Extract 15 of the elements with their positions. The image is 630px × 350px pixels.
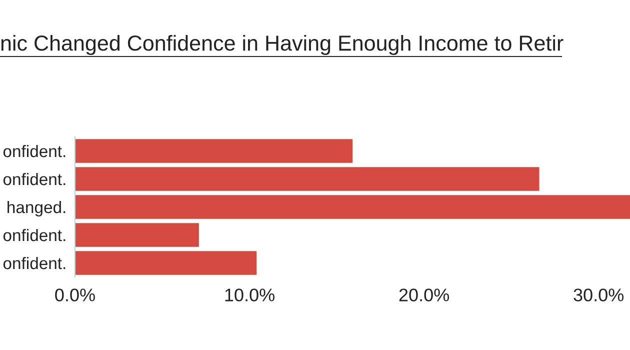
y-tick-label: onfident. [3, 228, 66, 242]
bar [75, 167, 540, 191]
x-tick-label: 20.0% [399, 288, 450, 302]
x-tick-label: 0.0% [55, 288, 95, 302]
y-tick-label: onfident. [3, 144, 66, 158]
bar [75, 195, 630, 219]
y-tick-label: onfident. [3, 256, 66, 270]
y-tick-label: hanged. [8, 200, 66, 216]
chart-title: nic Changed Confidence in Having Enough Income to Retir [1, 34, 564, 56]
bar [75, 223, 199, 247]
x-tick-label: 10.0% [225, 288, 274, 302]
x-tick-label: 30.0% [574, 288, 624, 302]
bar [75, 251, 257, 275]
bar [75, 139, 352, 163]
y-tick-label: onfident. [3, 172, 66, 186]
